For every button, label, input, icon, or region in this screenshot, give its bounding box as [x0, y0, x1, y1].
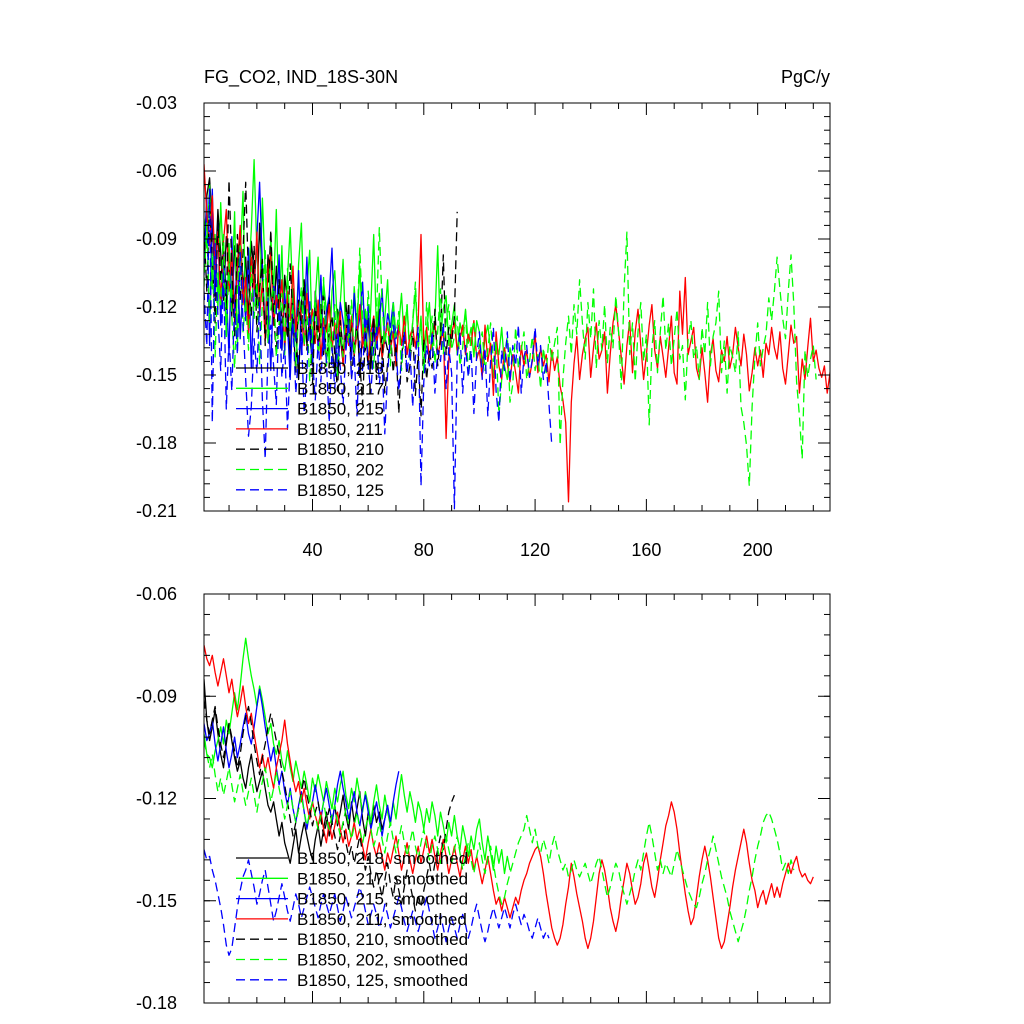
series-line-b1850-125-smoothed — [204, 849, 550, 956]
legend-label: B1850, 210 — [297, 440, 384, 459]
bottom-panel: -0.06 -0.09 -0.12 -0.15 -0.18 B1850, 218, smo… — [136, 584, 831, 1013]
x-tick-label: 40 — [302, 540, 322, 560]
x-tick-label: 200 — [743, 540, 773, 560]
series-line-b1850-210 — [204, 179, 458, 417]
legend-label: B1850, 217 — [297, 379, 384, 398]
series-line-b1850-211-smoothed — [204, 644, 814, 950]
y-tick-label: -0.12 — [136, 789, 177, 809]
y-tick-label: -0.03 — [136, 93, 177, 113]
series-line-b1850-215-smoothed — [204, 688, 400, 837]
series-line-b1850-217-smoothed — [204, 637, 511, 875]
series-line-b1850-202-smoothed — [204, 740, 795, 943]
y-tick-label: -0.12 — [136, 297, 177, 317]
y-tick-label: -0.21 — [136, 501, 177, 521]
legend-label: B1850, 202, smoothed — [297, 951, 468, 970]
y-tick-label: -0.09 — [136, 686, 177, 706]
series-line-b1850-202 — [204, 222, 817, 487]
legend-label: B1850, 210, smoothed — [297, 930, 468, 949]
series-group — [204, 159, 830, 510]
y-tick-label: -0.18 — [136, 993, 177, 1013]
chart-units: PgC/y — [781, 67, 830, 87]
series-line-b1850-211 — [204, 164, 830, 503]
series-line-b1850-210-smoothed — [204, 699, 456, 912]
legend-label: B1850, 218, smoothed — [297, 849, 468, 868]
y-tick-label: -0.15 — [136, 891, 177, 911]
y-tick-label: -0.18 — [136, 433, 177, 453]
y-tick-label: -0.15 — [136, 365, 177, 385]
series-line-b1850-218-smoothed — [204, 679, 389, 864]
chart-title: FG_CO2, IND_18S-30N — [204, 67, 398, 88]
top-panel: FG_CO2, IND_18S-30N PgC/y -0.03 -0.06 -0.09 -… — [136, 67, 831, 560]
legend-label: B1850, 215 — [297, 400, 384, 419]
legend-label: B1850, 202 — [297, 461, 384, 480]
x-tick-label: 120 — [520, 540, 550, 560]
y-tick-label: -0.06 — [136, 161, 177, 181]
legend-label: B1850, 125 — [297, 481, 384, 500]
legend-label: B1850, 217, smoothed — [297, 869, 468, 888]
x-tick-label: 80 — [414, 540, 434, 560]
legend-label: B1850, 218 — [297, 359, 384, 378]
legend-label: B1850, 125, smoothed — [297, 971, 468, 990]
series-line-b1850-125 — [204, 188, 553, 510]
legend-label: B1850, 211 — [297, 420, 383, 439]
y-tick-label: -0.06 — [136, 584, 177, 604]
x-tick-label: 160 — [631, 540, 661, 560]
series-group — [204, 637, 814, 956]
y-tick-label: -0.09 — [136, 229, 177, 249]
legend-label: B1850, 211, smoothed — [297, 910, 467, 929]
legend-label: B1850, 215, smoothed — [297, 890, 468, 909]
